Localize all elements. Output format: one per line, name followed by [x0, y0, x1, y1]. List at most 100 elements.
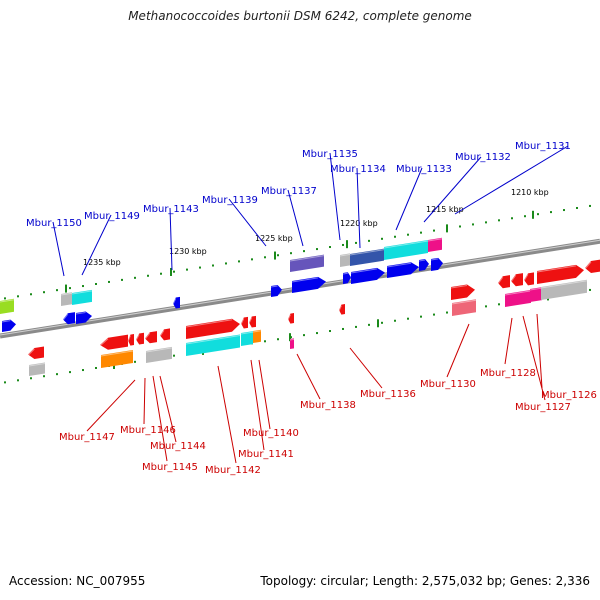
gene-feature-upper-inner: [2, 319, 16, 332]
lower-scale-dot: [407, 317, 409, 320]
gene-feature-lower-inner: [249, 315, 256, 328]
gene-feature-shine: [450, 284, 468, 289]
lower-gene-label: Mbur_1126: [541, 390, 597, 401]
gene-feature-shine: [350, 268, 378, 274]
upper-gene-label: Mbur_1135: [302, 149, 358, 160]
gene-feature-shine: [240, 318, 245, 325]
upper-gene-label: Mbur_1132: [455, 152, 511, 163]
upper-scale-dot: [134, 276, 136, 279]
upper-scale-dot: [459, 225, 461, 228]
upper-gene-label: Mbur_1150: [26, 218, 82, 229]
lower-scale-dot: [316, 332, 318, 335]
lower-scale-dot: [30, 377, 32, 380]
upper-scale-dot: [173, 270, 175, 273]
lower-scale-dot: [433, 313, 435, 316]
gene-feature-shine: [349, 249, 385, 256]
gene-feature-shine: [62, 313, 69, 321]
gene-feature-lower-inner: [537, 264, 584, 284]
gene-feature-upper-inner: [343, 272, 351, 284]
gene-feature-lower-outer: [29, 362, 45, 376]
lower-leader-line: [504, 317, 513, 365]
upper-scale-dot: [563, 209, 565, 212]
gene-feature-upper-outer: [350, 248, 384, 266]
gene-feature-shine: [540, 280, 588, 289]
lower-gene-label: Mbur_1145: [142, 462, 198, 473]
gene-feature-shine: [383, 240, 429, 249]
gene-feature-lower-outer: [253, 329, 261, 343]
upper-scale-dot: [381, 237, 383, 240]
gene-feature-upper-outer: [428, 237, 442, 252]
lower-gene-label: Mbur_1146: [120, 425, 176, 436]
upper-scale-dot: [17, 295, 19, 298]
lower-leader-line: [143, 377, 146, 425]
gene-feature-shine: [536, 265, 577, 273]
gene-feature-shine: [418, 259, 426, 262]
lower-gene-label: Mbur_1147: [59, 432, 115, 443]
lower-scale-dot: [329, 330, 331, 333]
lower-scale-dot: [355, 325, 357, 328]
accession-text: Accession: NC_007955: [9, 574, 146, 588]
upper-gene-label: Mbur_1131: [515, 141, 571, 152]
upper-scale-dot: [225, 262, 227, 265]
lower-scale-dot: [17, 379, 19, 382]
gene-feature-shine: [144, 332, 151, 340]
gene-feature-shine: [71, 290, 93, 295]
lower-leader-line: [296, 353, 321, 400]
lower-scale-dot: [4, 381, 6, 384]
gene-feature-shine: [497, 276, 504, 285]
gene-feature-lower-inner: [339, 304, 345, 315]
gene-feature-upper-inner: [271, 284, 282, 297]
gene-feature-lower-outer: [146, 346, 172, 363]
upper-scale-dot: [511, 217, 513, 220]
lower-scale-dot: [446, 311, 448, 314]
gene-feature-lower-inner: [128, 334, 134, 346]
lower-scale-dot: [381, 321, 383, 324]
gene-feature-shine: [172, 298, 177, 305]
map-title: Methanococcoides burtonii DSM 6242, comp…: [128, 9, 472, 23]
upper-scale-dot: [342, 243, 344, 246]
gene-feature-shine: [0, 299, 15, 303]
lower-scale-dot: [82, 369, 84, 372]
upper-scale-dot: [160, 272, 162, 275]
upper-scale-dot: [589, 204, 591, 207]
scale-label: 1230 kbp: [169, 247, 207, 256]
lower-scale-dot: [368, 323, 370, 326]
lower-scale-dot: [264, 340, 266, 343]
upper-gene-label: Mbur_1134: [330, 164, 386, 175]
lower-scale-dot: [485, 305, 487, 308]
gene-feature-upper-outer: [290, 254, 324, 272]
lower-gene-label: Mbur_1144: [150, 441, 206, 452]
gene-feature-shine: [287, 314, 291, 321]
upper-scale-dot: [433, 229, 435, 232]
gene-feature-shine: [145, 347, 173, 353]
gene-feature-shine: [75, 311, 86, 315]
upper-scale-dot: [498, 219, 500, 222]
upper-scale-dot: [264, 256, 266, 259]
gene-feature-lower-inner: [241, 316, 248, 329]
lower-leader-line: [159, 375, 177, 443]
gene-feature-lower-outer: [28, 346, 44, 359]
scale-label: 1215 kbp: [426, 205, 464, 214]
upper-gene-label: Mbur_1139: [202, 195, 258, 206]
gene-feature-shine: [99, 338, 109, 347]
upper-scale-dot: [394, 235, 396, 238]
upper-scale-dot: [30, 293, 32, 296]
upper-scale-dot: [4, 297, 6, 300]
upper-scale-dot: [108, 280, 110, 283]
upper-scale-dot: [251, 258, 253, 261]
scale-label: 1235 kbp: [83, 258, 121, 267]
gene-feature-shine: [291, 277, 319, 283]
lower-leader-line: [446, 323, 470, 378]
upper-gene-label: Mbur_1137: [261, 186, 317, 197]
gene-feature-shine: [342, 272, 348, 275]
lower-gene-label: Mbur_1127: [515, 402, 571, 413]
gene-feature-lower-inner: [136, 332, 144, 345]
gene-feature-shine: [60, 292, 73, 296]
upper-leader-line: [81, 214, 112, 276]
upper-gene-label: Mbur_1149: [84, 211, 140, 222]
upper-scale-dot: [368, 239, 370, 242]
gene-feature-shine: [523, 274, 529, 282]
upper-leader-line: [169, 207, 173, 271]
gene-feature-shine: [510, 274, 517, 283]
upper-scale-dot: [316, 248, 318, 251]
